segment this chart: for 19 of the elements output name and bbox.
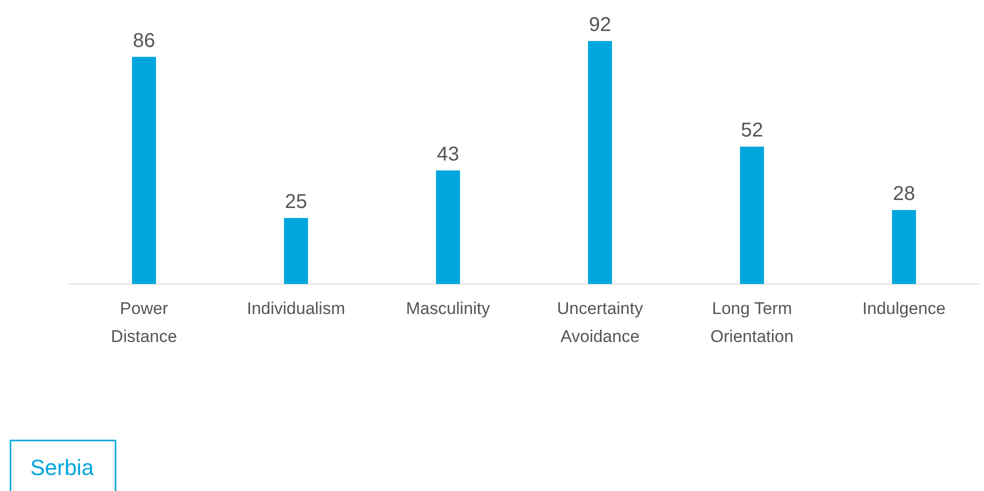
bar <box>588 41 612 284</box>
bar <box>436 170 460 284</box>
x-tick-label: Individualism <box>246 299 346 318</box>
bar <box>892 210 916 284</box>
data-label: 43 <box>436 143 460 166</box>
bar <box>284 218 308 284</box>
x-tick-label: Uncertainty Avoidance <box>557 299 644 346</box>
data-label: 28 <box>892 183 916 206</box>
x-tick-label: Masculinity <box>406 299 491 318</box>
data-label: 86 <box>132 30 156 52</box>
data-label: 52 <box>740 120 764 142</box>
data-label: 92 <box>588 14 612 36</box>
x-tick-label: Indulgence <box>862 299 946 318</box>
data-label: 25 <box>284 190 308 213</box>
bar <box>132 56 156 284</box>
x-tick-label: Long Term Orientation <box>710 299 794 346</box>
x-tick-label: Power Distance <box>110 299 178 346</box>
text: Serbia <box>30 455 95 480</box>
bar <box>740 146 764 284</box>
